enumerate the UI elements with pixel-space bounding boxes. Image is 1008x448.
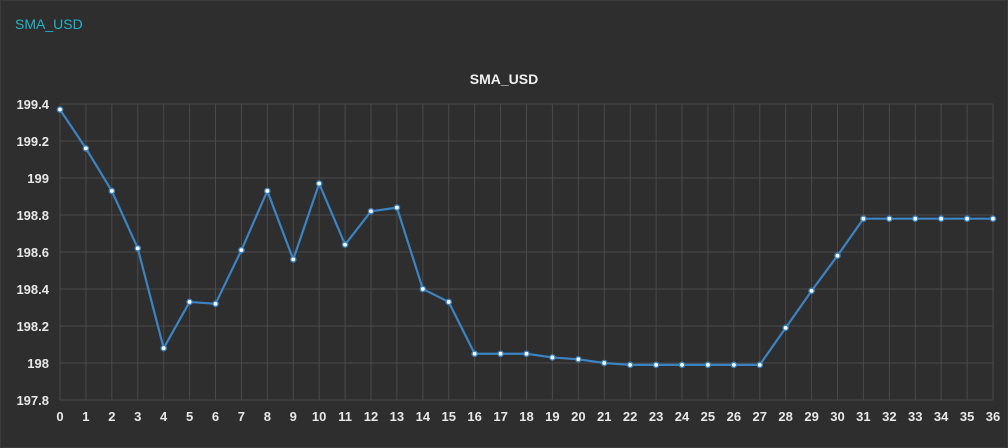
x-tick-label: 11 bbox=[338, 409, 352, 424]
y-tick-label: 199 bbox=[27, 171, 49, 186]
x-tick-label: 20 bbox=[571, 409, 585, 424]
x-tick-label: 6 bbox=[212, 409, 219, 424]
x-tick-label: 12 bbox=[364, 409, 378, 424]
data-point[interactable] bbox=[108, 187, 116, 195]
grid-layer bbox=[59, 103, 994, 401]
x-tick-label: 0 bbox=[56, 409, 63, 424]
data-point[interactable] bbox=[315, 180, 323, 187]
data-point[interactable] bbox=[134, 244, 142, 252]
x-tick-label: 34 bbox=[934, 409, 949, 424]
x-tick-label: 4 bbox=[160, 409, 168, 424]
data-point[interactable] bbox=[678, 361, 686, 369]
data-point[interactable] bbox=[963, 215, 971, 222]
data-point[interactable] bbox=[82, 145, 90, 152]
data-point[interactable] bbox=[445, 298, 453, 306]
x-tick-label: 28 bbox=[778, 409, 792, 424]
data-point[interactable] bbox=[160, 344, 167, 352]
x-tick-label: 31 bbox=[856, 409, 870, 424]
x-tick-label: 16 bbox=[467, 409, 481, 424]
data-point[interactable] bbox=[886, 215, 893, 222]
x-tick-label: 23 bbox=[649, 409, 663, 424]
marker-layer bbox=[56, 106, 997, 369]
x-tick-label: 22 bbox=[623, 409, 637, 424]
data-point[interactable] bbox=[730, 361, 738, 369]
x-tick-label: 29 bbox=[804, 409, 818, 424]
data-point[interactable] bbox=[419, 285, 427, 293]
x-tick-label: 9 bbox=[290, 409, 297, 424]
data-point[interactable] bbox=[549, 354, 556, 361]
x-axis-ticks: 0 1 2 3 4 5 6 7 8 9 10 11 12 13 14 15 16 17 18 19 20 21 22 23 24… bbox=[56, 409, 1000, 424]
data-point[interactable] bbox=[341, 241, 349, 248]
y-tick-label: 197.8 bbox=[16, 393, 49, 408]
y-tick-label: 199.2 bbox=[16, 134, 49, 149]
x-tick-label: 21 bbox=[597, 409, 611, 424]
data-point[interactable] bbox=[782, 324, 789, 332]
chart-title: SMA_USD bbox=[469, 71, 539, 87]
x-tick-label: 10 bbox=[312, 409, 326, 424]
data-point[interactable] bbox=[600, 359, 608, 367]
data-point[interactable] bbox=[652, 361, 660, 369]
x-tick-label: 15 bbox=[442, 409, 456, 424]
data-point[interactable] bbox=[186, 298, 193, 306]
x-tick-label: 8 bbox=[264, 409, 271, 424]
data-point[interactable] bbox=[704, 361, 712, 369]
data-point[interactable] bbox=[497, 350, 504, 358]
x-tick-label: 19 bbox=[545, 409, 559, 424]
data-point[interactable] bbox=[367, 207, 375, 215]
panel-title: SMA_USD bbox=[15, 16, 83, 32]
data-point[interactable] bbox=[471, 350, 478, 358]
x-tick-label: 2 bbox=[108, 409, 115, 424]
y-tick-label: 198.2 bbox=[16, 319, 49, 334]
y-axis-ticks: 197.8 198 198.2 198.4 198.6 198.8 199 199.2 199.… bbox=[16, 97, 49, 408]
data-point[interactable] bbox=[264, 187, 271, 195]
data-point[interactable] bbox=[393, 204, 401, 211]
x-tick-label: 35 bbox=[960, 409, 974, 424]
data-point[interactable] bbox=[212, 300, 219, 308]
data-point[interactable] bbox=[860, 215, 867, 222]
x-tick-label: 13 bbox=[390, 409, 404, 424]
x-tick-label: 7 bbox=[238, 409, 245, 424]
data-point[interactable] bbox=[575, 355, 582, 363]
y-tick-label: 199.4 bbox=[16, 97, 49, 112]
x-tick-label: 32 bbox=[882, 409, 896, 424]
x-tick-label: 1 bbox=[82, 409, 89, 424]
x-tick-label: 33 bbox=[908, 409, 922, 424]
data-point[interactable] bbox=[523, 350, 530, 358]
x-tick-label: 3 bbox=[134, 409, 141, 424]
x-tick-label: 26 bbox=[727, 409, 741, 424]
x-tick-label: 24 bbox=[675, 409, 690, 424]
x-tick-label: 30 bbox=[830, 409, 844, 424]
x-tick-label: 5 bbox=[186, 409, 193, 424]
data-point[interactable] bbox=[238, 246, 245, 254]
data-point[interactable] bbox=[989, 215, 997, 222]
data-point[interactable] bbox=[834, 252, 841, 259]
y-tick-label: 198 bbox=[27, 356, 49, 371]
x-tick-label: 27 bbox=[753, 409, 767, 424]
x-tick-label: 18 bbox=[519, 409, 533, 424]
y-tick-label: 198.6 bbox=[16, 245, 49, 260]
data-point[interactable] bbox=[808, 287, 815, 295]
data-point[interactable] bbox=[56, 106, 64, 113]
x-tick-label: 14 bbox=[416, 409, 431, 424]
x-tick-label: 17 bbox=[493, 409, 507, 424]
data-point[interactable] bbox=[911, 215, 919, 222]
data-point[interactable] bbox=[756, 361, 764, 369]
y-tick-label: 198.4 bbox=[16, 282, 49, 297]
x-tick-label: 36 bbox=[986, 409, 1000, 424]
y-tick-label: 198.8 bbox=[16, 208, 49, 223]
data-point[interactable] bbox=[937, 215, 945, 222]
data-point[interactable] bbox=[289, 256, 297, 263]
data-point[interactable] bbox=[626, 361, 634, 369]
x-tick-label: 25 bbox=[701, 409, 715, 424]
